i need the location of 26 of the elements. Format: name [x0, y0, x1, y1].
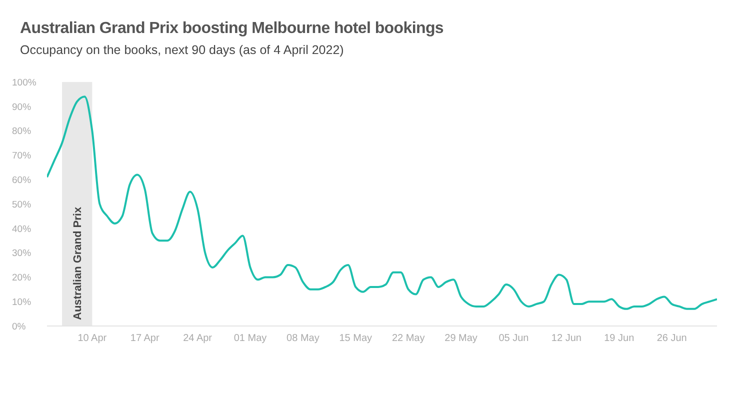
- y-tick-label: 60%: [12, 174, 32, 186]
- band-label: Australian Grand Prix: [72, 206, 84, 320]
- x-tick-label: 24 Apr: [183, 333, 213, 344]
- y-tick-label: 0%: [12, 321, 26, 332]
- y-tick-label: 80%: [12, 126, 32, 138]
- chart-title: Australian Grand Prix boosting Melbourne hotel bookings: [20, 20, 444, 38]
- y-tick-label: 10%: [12, 296, 32, 308]
- y-tick-label: 70%: [12, 150, 32, 162]
- x-tick-label: 10 Apr: [78, 333, 108, 344]
- y-tick-label: 100%: [12, 77, 37, 88]
- y-tick-label: 40%: [12, 224, 32, 235]
- x-tick-label: 17 Apr: [130, 333, 160, 344]
- x-tick-label: 12 Jun: [551, 333, 582, 344]
- x-tick-label: 26 Jun: [656, 333, 687, 344]
- x-tick-label: 01 May: [234, 333, 267, 344]
- x-tick-label: 15 May: [339, 333, 372, 344]
- y-tick-label: 50%: [12, 199, 32, 210]
- y-tick-label: 20%: [12, 272, 32, 284]
- x-tick-label: 08 May: [286, 333, 320, 344]
- x-tick-label: 22 May: [392, 333, 425, 344]
- x-tick-label: 29 May: [444, 333, 478, 344]
- y-tick-label: 30%: [12, 248, 32, 260]
- y-tick-label: 90%: [12, 102, 32, 113]
- x-tick-label: 05 Jun: [498, 333, 529, 344]
- x-tick-label: 19 Jun: [604, 333, 634, 344]
- chart-subtitle: Occupancy on the books, next 90 days (as of 4 April 2022): [20, 43, 344, 57]
